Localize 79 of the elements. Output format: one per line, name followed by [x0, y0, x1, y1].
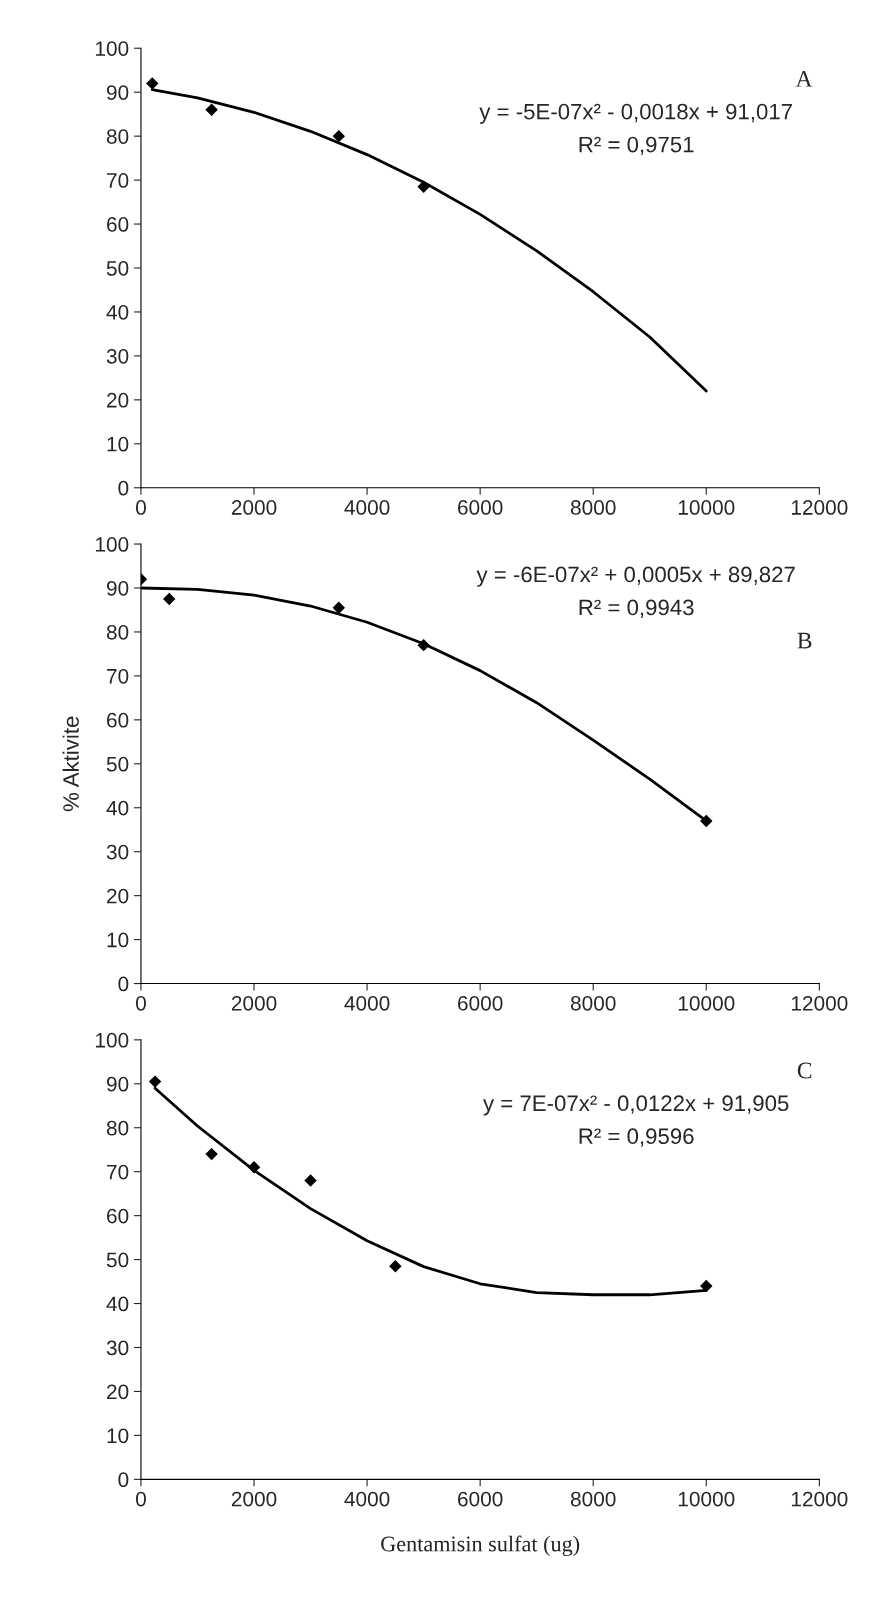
x-tick-label: 2000: [231, 500, 277, 515]
y-tick-label: 50: [106, 756, 129, 772]
y-tick-label: 50: [106, 1252, 129, 1268]
y-tick-label: 100: [95, 1032, 129, 1048]
point: [163, 592, 176, 606]
point: [332, 601, 346, 614]
x-tick-label: 12000: [791, 995, 848, 1011]
point: [417, 180, 430, 193]
x-tick-label: 6000: [458, 995, 503, 1011]
x-tick-label: 10000: [678, 1491, 735, 1507]
y-tick-label: 30: [106, 844, 129, 860]
y-tick-label: 30: [106, 1340, 129, 1356]
x-tick-label: 8000: [570, 500, 616, 515]
annotation: R² = 0,9751: [579, 136, 694, 156]
y-tick-label: 100: [95, 41, 129, 56]
y-tick-label: 40: [106, 1296, 129, 1312]
y-tick-label: 0: [118, 480, 129, 496]
point: [304, 1174, 317, 1187]
point: [700, 1279, 713, 1293]
annotation: C: [797, 1062, 812, 1079]
x-tick-label: 10000: [678, 500, 735, 515]
annotation: R² = 0,9596: [579, 1128, 694, 1147]
point: [417, 638, 430, 652]
point: [146, 77, 159, 90]
y-tick-label: 80: [106, 624, 129, 640]
x-tick-label: 8000: [570, 1491, 616, 1507]
annotation: A: [795, 71, 813, 87]
y-tick-label: 50: [106, 261, 129, 276]
y-tick-label: 10: [107, 932, 129, 948]
annotation: y = 7E-07x² - 0,0122x + 91,905: [483, 1095, 789, 1116]
x-tick-label: 0: [135, 1491, 146, 1507]
x-tick-label: 4000: [344, 1491, 390, 1507]
y-tick-label: 60: [107, 1208, 129, 1224]
x-tick-label: 0: [135, 500, 146, 515]
y-tick-label: 60: [107, 712, 129, 728]
point: [389, 1259, 402, 1273]
x-tick-label: 4000: [344, 995, 390, 1011]
point: [205, 1147, 218, 1161]
annotation: y = -5E-07x² - 0,0018x + 91,017: [479, 103, 792, 124]
x-tick-label: 4000: [344, 500, 390, 515]
y-tick-label: 70: [107, 668, 129, 684]
point: [148, 1075, 162, 1088]
y-tick-label: 20: [107, 1384, 129, 1400]
y-tick-label: 90: [106, 580, 129, 596]
y-tick-label: 90: [106, 85, 129, 100]
y-tick-label: 10: [107, 436, 129, 452]
y-tick-label: 70: [107, 1164, 129, 1180]
x-tick-label: 0: [135, 995, 146, 1011]
y-tick-label: 0: [118, 976, 129, 992]
x-tick-label: 2000: [231, 995, 277, 1011]
y-tick-label: 20: [107, 392, 129, 408]
y-tick-label: 80: [106, 129, 129, 144]
y-tick-label: 80: [106, 1120, 129, 1136]
x-tick-label: 12000: [791, 1491, 848, 1507]
y-tick-label: 90: [106, 1076, 129, 1092]
annotation: R² = 0,9943: [579, 599, 694, 618]
y-tick-label: 40: [106, 304, 129, 320]
y-tick-label: 10: [107, 1428, 129, 1444]
y-tick-label: 70: [107, 173, 129, 188]
point: [700, 814, 713, 828]
y-tick-label: 60: [107, 217, 129, 232]
y-tick-label: 40: [106, 800, 129, 816]
y-axis-title: % Aktivite: [62, 716, 79, 812]
annotation: y = -6E-07x² + 0,0005x + 89,827: [476, 566, 795, 587]
y-tick-label: 30: [106, 348, 129, 364]
point: [247, 1161, 261, 1174]
y-tick-label: 0: [118, 1472, 129, 1488]
point: [205, 103, 218, 116]
y-tick-label: 20: [107, 888, 129, 904]
x-tick-label: 8000: [570, 995, 616, 1011]
x-axis-title: Gentamisin sulfat (ug): [381, 1535, 580, 1557]
y-tick-label: 100: [95, 537, 129, 552]
x-tick-label: 2000: [231, 1491, 277, 1507]
x-tick-label: 6000: [458, 1491, 503, 1507]
annotation: B: [797, 632, 812, 649]
x-tick-label: 6000: [458, 500, 503, 515]
x-tick-label: 12000: [791, 500, 848, 515]
point: [332, 129, 346, 143]
x-tick-label: 10000: [678, 995, 735, 1011]
